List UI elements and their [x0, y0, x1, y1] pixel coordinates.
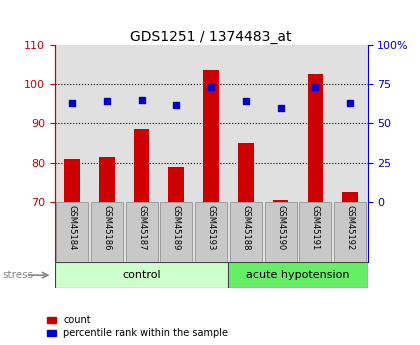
Text: GSM45190: GSM45190 [276, 205, 285, 250]
Text: GSM45189: GSM45189 [172, 205, 181, 250]
Point [138, 97, 145, 102]
Bar [56, 203, 88, 262]
Text: GSM45192: GSM45192 [346, 205, 354, 250]
Text: GSM45186: GSM45186 [102, 205, 111, 250]
Point [208, 85, 215, 90]
Bar [126, 203, 158, 262]
Bar [55, 262, 228, 288]
Bar [238, 143, 254, 202]
Text: GSM45191: GSM45191 [311, 205, 320, 250]
Point [312, 85, 319, 90]
Bar [99, 157, 115, 202]
Bar [168, 167, 184, 202]
Title: GDS1251 / 1374483_at: GDS1251 / 1374483_at [130, 30, 292, 44]
Point [103, 99, 110, 104]
Bar [265, 203, 297, 262]
Text: GSM45188: GSM45188 [241, 205, 250, 250]
Bar [299, 203, 331, 262]
Bar [195, 203, 227, 262]
Bar [342, 192, 358, 202]
Bar [230, 203, 262, 262]
Bar [307, 74, 323, 202]
Bar [203, 70, 219, 202]
Bar [134, 129, 150, 202]
Point [173, 102, 180, 107]
Point [68, 100, 75, 106]
Text: stress: stress [2, 270, 33, 280]
Bar [160, 203, 192, 262]
Point [242, 99, 249, 104]
Text: GSM45193: GSM45193 [207, 205, 215, 250]
Text: acute hypotension: acute hypotension [246, 270, 350, 280]
Bar [91, 203, 123, 262]
Bar [64, 159, 80, 202]
Legend: count, percentile rank within the sample: count, percentile rank within the sample [47, 315, 228, 338]
Bar [228, 262, 368, 288]
Point [347, 100, 354, 106]
Point [277, 105, 284, 110]
Text: GSM45187: GSM45187 [137, 205, 146, 250]
Text: GSM45184: GSM45184 [68, 205, 76, 250]
Bar [273, 200, 289, 202]
Bar [334, 203, 366, 262]
Text: control: control [122, 270, 161, 280]
